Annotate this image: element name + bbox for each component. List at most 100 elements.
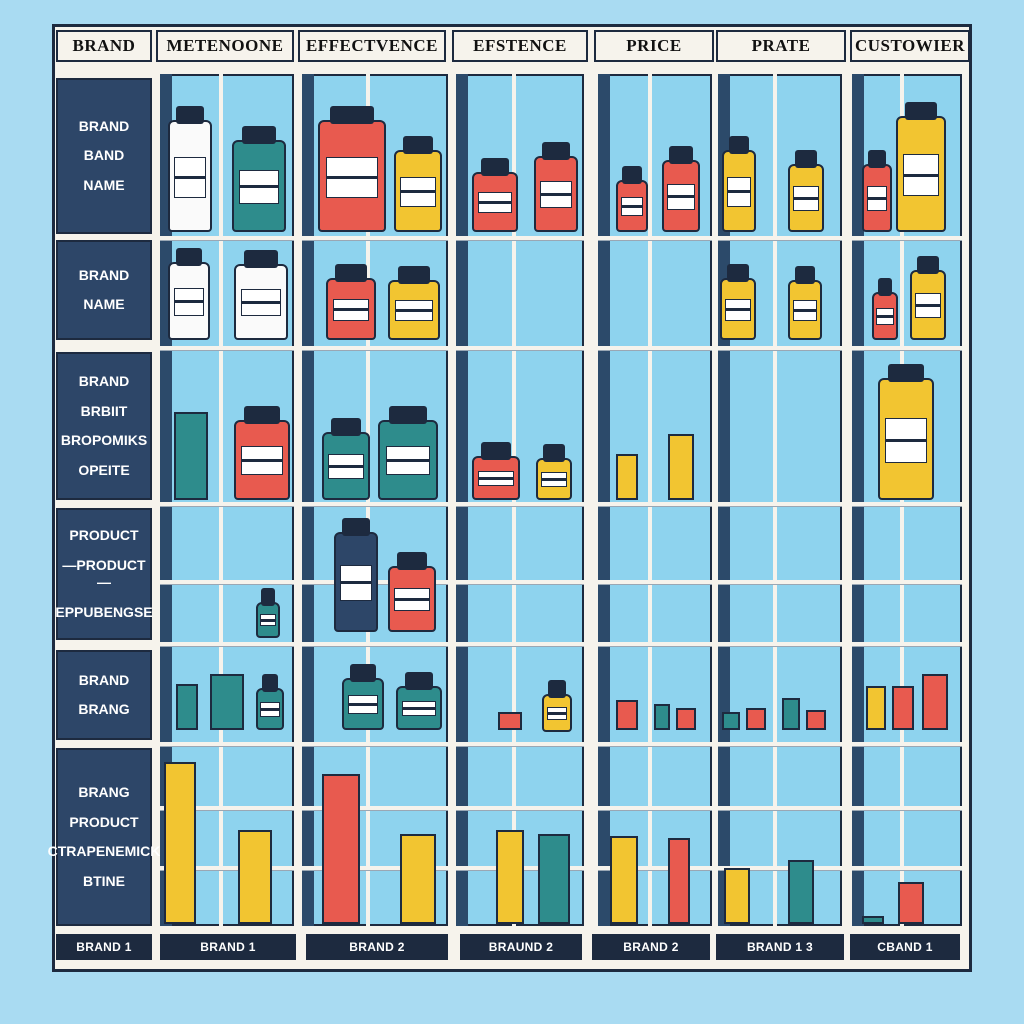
chart-bar	[654, 704, 670, 730]
row-label-line: NAME	[83, 296, 125, 312]
shelf-board	[456, 346, 584, 350]
chart-bar	[174, 412, 208, 500]
shelf-board	[598, 866, 712, 870]
bottle-label	[540, 181, 572, 209]
bottle-label	[793, 186, 819, 211]
footer-brand-label: BRAND 1	[56, 934, 152, 960]
bottle-cap	[261, 588, 275, 606]
medicine-bottle	[472, 158, 518, 232]
shelf-board	[718, 806, 842, 810]
bottle-cap	[727, 264, 749, 282]
chart-bar	[164, 762, 196, 924]
shelf-board	[852, 346, 962, 350]
bottle-label	[239, 170, 279, 204]
bottle-cap	[242, 126, 276, 144]
row-label-line: BRBIIT	[80, 402, 128, 419]
shelf-board	[852, 866, 962, 870]
bottle-label	[260, 614, 276, 627]
bottle-label	[866, 186, 888, 211]
shelf-board	[302, 642, 448, 646]
row-label: PRODUCT —PRODUCT— EPPUBENGSE	[55, 508, 153, 640]
shelf-board	[456, 742, 584, 746]
bottle-cap	[404, 672, 434, 690]
medicine-bottle	[536, 444, 572, 500]
bottle-cap	[176, 248, 202, 266]
medicine-bottle	[872, 278, 898, 340]
shelf-board	[852, 806, 962, 810]
medicine-bottle	[662, 146, 700, 232]
bottle-label	[340, 564, 372, 602]
shelf-board	[852, 580, 962, 584]
footer-brand-label: BRAND 2	[306, 934, 448, 960]
shelf-board	[852, 642, 962, 646]
bottle-label	[478, 470, 514, 486]
bottle-cap	[350, 664, 376, 682]
shelf-board	[302, 866, 448, 870]
bottle-label	[478, 191, 512, 214]
bottle-cap	[543, 444, 565, 462]
row-label-line: PRODUCT	[69, 527, 139, 543]
bottle-cap	[794, 266, 816, 284]
column-divider	[900, 74, 904, 926]
shelf-board	[160, 346, 294, 350]
chart-bar	[788, 860, 814, 924]
footer-brand-label: BRAND 2	[592, 934, 710, 960]
shelf-board	[598, 502, 712, 506]
bottle-label	[328, 454, 364, 479]
medicine-bottle	[910, 256, 946, 340]
bottle-label	[876, 308, 894, 325]
bottle-label	[727, 176, 751, 207]
medicine-bottle	[472, 442, 520, 500]
chart-bar	[898, 882, 924, 924]
bottle-cap	[481, 442, 511, 460]
bottle-cap	[542, 142, 570, 160]
chart-bar	[862, 916, 884, 924]
row-label-line: BAND	[83, 147, 125, 164]
row-label: BRAND BAND NAME	[56, 78, 152, 234]
bottle-label	[725, 298, 751, 321]
shelf-board	[718, 866, 842, 870]
medicine-bottle	[896, 102, 946, 232]
bottle-label	[347, 695, 379, 714]
bottle-cap	[342, 518, 370, 536]
bottle-label	[402, 700, 436, 716]
shelf-board	[302, 806, 448, 810]
chart-bar	[722, 712, 740, 730]
row-label-line: EPPUBENGSE	[55, 603, 153, 620]
footer-brand-label: BRAUND 2	[460, 934, 582, 960]
bottle-cap	[261, 674, 279, 692]
column-divider	[366, 74, 370, 926]
shelf-board	[456, 806, 584, 810]
row-label: BRAND NAME	[56, 240, 152, 340]
medicine-bottle	[378, 406, 438, 500]
row-label: BRAND BRANG	[56, 650, 152, 740]
bottle-cap	[330, 106, 374, 124]
column-shadow	[456, 74, 468, 926]
row-label: BRAND BRBIIT BROPOMIKS OPEITE	[56, 352, 152, 500]
row-label-line: BROPOMIKS	[60, 432, 148, 448]
shelf-board	[718, 346, 842, 350]
row-label-line: PRODUCT	[69, 813, 139, 830]
column-header: EFFECTVENCE	[298, 30, 446, 62]
column-header: EFSTENCE	[452, 30, 588, 62]
bottle-label	[793, 299, 817, 322]
chart-bar	[922, 674, 948, 730]
medicine-bottle	[322, 418, 370, 500]
chart-bar	[866, 686, 886, 730]
shelf-board	[718, 502, 842, 506]
bottle-label	[326, 156, 378, 198]
medicine-bottle	[256, 588, 280, 638]
bottle-cap	[795, 150, 817, 168]
row-label-line: BRANG	[78, 784, 130, 800]
row-label: BRANG PRODUCT CTRAPENEMICK BTINE	[48, 748, 160, 926]
bottle-cap	[728, 136, 750, 154]
shelf-board	[718, 236, 842, 240]
chart-bar	[498, 712, 522, 730]
chart-bar	[210, 674, 244, 730]
row-label-line: —PRODUCT—	[62, 556, 146, 591]
row-label-line: BRANG	[78, 701, 130, 717]
medicine-bottle	[616, 166, 648, 232]
chart-bar	[782, 698, 800, 730]
bottle-label	[902, 153, 940, 197]
